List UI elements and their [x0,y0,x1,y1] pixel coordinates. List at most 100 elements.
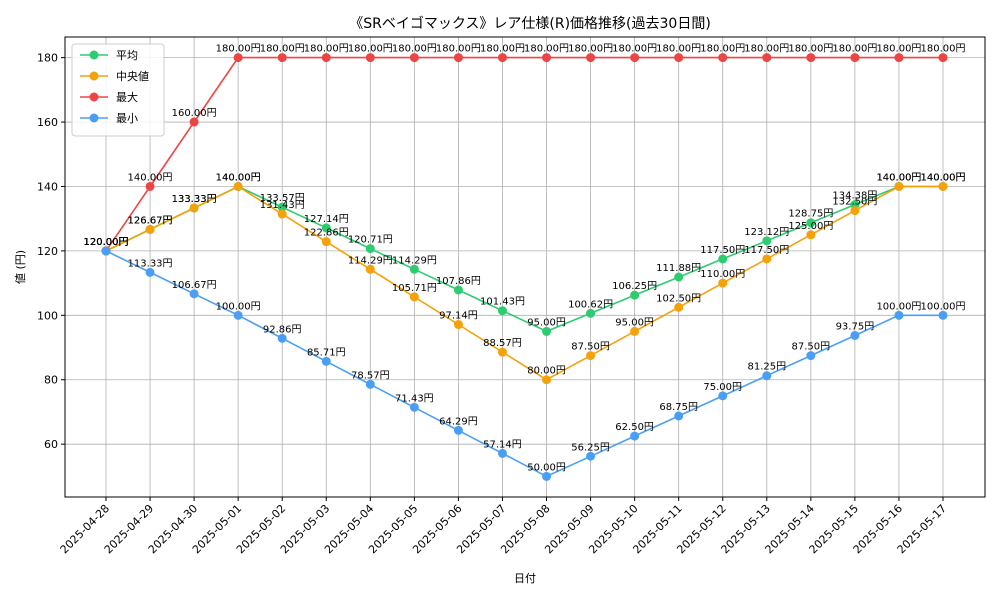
data-label-0: 126.67円 [128,215,173,226]
data-point-3 [409,402,419,412]
data-point-2 [894,53,904,63]
y-tick-label: 80 [44,374,58,387]
series-line-1 [105,185,943,381]
data-point-2 [762,53,772,63]
data-label-2: 120.00円 [84,237,129,248]
data-label-3: 100.00円 [876,301,921,312]
data-label-2: 180.00円 [876,44,921,55]
data-label-1: 105.71円 [392,283,437,294]
data-label-0: 106.25円 [612,281,657,292]
data-label-0: 140.00円 [876,172,921,183]
y-tick-label: 60 [44,438,58,451]
legend-label: 中央値 [116,70,149,83]
data-point-0 [762,236,772,246]
data-point-3 [365,379,375,389]
data-point-2 [674,53,684,63]
data-label-3: 71.43円 [395,393,434,404]
data-label-0: 101.43円 [480,297,525,308]
data-point-2 [277,53,287,63]
data-label-0: 114.29円 [392,255,437,266]
data-label-0: 140.00円 [216,172,261,183]
data-point-1 [762,254,772,264]
data-label-1: 140.00円 [921,172,966,183]
data-label-2: 160.00円 [172,108,217,119]
data-label-1: 97.14円 [439,311,478,322]
data-label-3: 75.00円 [703,382,742,393]
data-label-0: 127.14円 [304,214,349,225]
data-point-3 [850,330,860,340]
data-point-1 [542,375,552,385]
data-label-2: 180.00円 [744,44,789,55]
data-label-1: 122.86円 [304,228,349,239]
data-label-1: 140.00円 [876,172,921,183]
data-point-3 [630,431,640,441]
data-label-0: 140.00円 [921,172,966,183]
y-axis: 60 80 100 120 140 160 180 [37,52,65,451]
data-label-0: 120.00円 [84,237,129,248]
data-label-1: 95.00円 [615,317,654,328]
data-label-0: 100.62円 [568,299,613,310]
y-tick-label: 100 [37,309,58,322]
data-label-2: 180.00円 [260,44,305,55]
series-line-3 [105,250,943,478]
data-point-1 [630,326,640,336]
data-label-0: 111.88円 [656,263,701,274]
data-point-1 [189,203,199,213]
data-label-2: 180.00円 [568,44,613,55]
data-point-2 [365,53,375,63]
y-axis-label: 値 (円) [14,250,27,284]
y-tick-label: 160 [37,116,58,129]
data-label-2: 180.00円 [612,44,657,55]
data-point-3 [101,246,111,256]
data-label-2: 180.00円 [348,44,393,55]
data-point-0 [806,218,816,228]
data-label-0: 117.50円 [700,245,745,256]
data-point-3 [453,425,463,435]
data-point-3 [233,310,243,320]
data-point-3 [277,333,287,343]
legend-box [71,43,165,137]
data-label-0: 128.75円 [788,209,833,220]
data-point-1 [586,351,596,361]
data-point-0 [409,264,419,274]
data-label-1: 102.50円 [656,293,701,304]
data-point-2 [718,53,728,63]
data-label-2: 180.00円 [480,44,525,55]
data-label-2: 140.00円 [128,172,173,183]
data-point-1 [674,302,684,312]
data-point-1 [806,230,816,240]
data-point-3 [762,371,772,381]
data-point-3 [189,289,199,299]
data-label-3: 92.86円 [263,324,302,335]
data-label-1: 126.67円 [128,215,173,226]
data-label-3: 113.33円 [128,258,173,269]
data-label-2: 180.00円 [436,44,481,55]
data-point-1 [453,320,463,330]
data-label-1: 132.50円 [832,197,877,208]
series-line-0 [105,185,943,333]
data-label-0: 133.33円 [172,194,217,205]
data-label-2: 180.00円 [700,44,745,55]
data-point-1 [277,209,287,219]
data-label-3: 50.00円 [527,462,566,473]
data-point-0 [453,285,463,295]
data-label-3: 68.75円 [659,402,698,413]
data-label-1: 117.50円 [744,245,789,256]
y-tick-label: 180 [37,52,58,65]
data-point-2 [233,53,243,63]
data-point-2 [938,53,948,63]
data-point-0 [542,326,552,336]
data-label-0: 134.38円 [832,191,877,202]
data-point-1 [938,181,948,191]
data-point-0 [365,244,375,254]
data-point-0 [586,308,596,318]
series-line-2 [105,56,943,252]
data-label-3: 100.00円 [216,301,261,312]
data-point-0 [277,202,287,212]
series-layer [101,53,948,481]
data-point-2 [453,53,463,63]
data-label-3: 120.00円 [84,237,129,248]
data-label-0: 120.71円 [348,235,393,246]
data-point-1 [894,181,904,191]
